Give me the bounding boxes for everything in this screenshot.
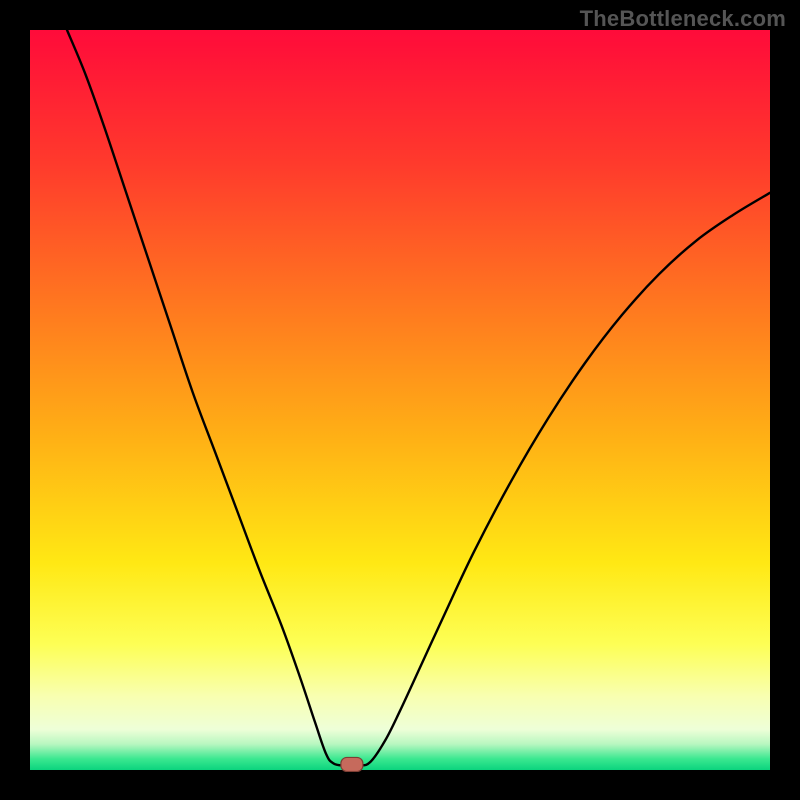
chart-stage: TheBottleneck.com xyxy=(0,0,800,800)
optimal-marker xyxy=(341,757,363,771)
watermark-label: TheBottleneck.com xyxy=(580,6,786,32)
bottleneck-chart xyxy=(0,0,800,800)
plot-background xyxy=(30,30,770,770)
